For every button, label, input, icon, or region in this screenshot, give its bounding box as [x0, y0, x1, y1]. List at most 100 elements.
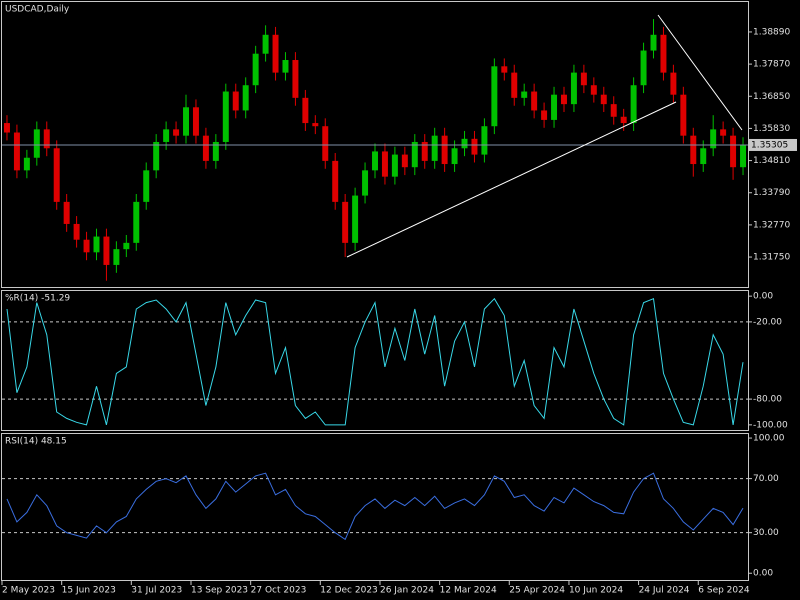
y-tick-label: 0.00 — [753, 292, 773, 302]
candle-body — [362, 170, 369, 196]
candle-body — [302, 97, 309, 124]
candle-body — [322, 126, 329, 161]
candle-body — [600, 94, 607, 105]
candle-body — [501, 66, 508, 73]
candle-body — [521, 91, 528, 98]
candle-body — [183, 107, 189, 136]
candle-body — [372, 151, 378, 171]
candle-body — [73, 223, 80, 240]
candle-body — [113, 249, 120, 265]
current-price-label: 1.35305 — [751, 140, 788, 150]
candle-body — [292, 60, 299, 98]
candle-body — [441, 135, 448, 165]
x-tick-label: 12 Mar 2024 — [440, 586, 497, 596]
indicator-line — [6, 297, 744, 426]
candle-body — [620, 116, 627, 124]
candle-body — [143, 170, 150, 202]
candle-body — [33, 129, 40, 158]
y-tick-label: 30.00 — [753, 528, 779, 538]
candle-body — [590, 85, 597, 95]
candle-body — [352, 195, 359, 243]
candle-body — [153, 141, 160, 171]
y-tick-label: -100.00 — [753, 420, 788, 430]
candle-body — [710, 129, 717, 149]
candle-body — [282, 60, 289, 73]
indicator-line — [6, 472, 744, 541]
x-tick-label: 15 Jun 2023 — [62, 586, 116, 596]
candle-body — [332, 160, 339, 202]
candle-body — [212, 141, 219, 161]
y-tick-label: -80.00 — [753, 395, 782, 405]
wpr-panel-frame — [1, 290, 749, 431]
candle-body — [202, 135, 209, 161]
y-tick-label: 1.38890 — [753, 27, 790, 37]
x-tick-label: 12 Dec 2023 — [320, 586, 378, 596]
y-tick-label: 1.31750 — [753, 253, 790, 263]
y-tick-label: 1.34810 — [753, 156, 790, 166]
y-tick-label: 1.33790 — [753, 188, 790, 198]
y-tick-label: -20.00 — [753, 317, 782, 327]
candle-body — [700, 148, 707, 165]
candle-body — [740, 145, 747, 168]
current-price-box — [749, 138, 797, 151]
candle-body — [411, 141, 418, 168]
y-tick-label: 70.00 — [753, 474, 779, 484]
candle-body — [421, 141, 428, 161]
candle-body — [461, 138, 468, 149]
indicator-title: %R(14) -51.29 — [5, 294, 70, 304]
candle-body — [123, 242, 130, 250]
candle-body — [163, 129, 170, 142]
candle-body — [650, 34, 657, 51]
rsi-panel-frame — [1, 433, 749, 581]
candle-body — [391, 154, 398, 177]
candle-body — [401, 154, 408, 168]
x-tick-label: 31 Jul 2023 — [131, 586, 182, 596]
candle-body — [93, 236, 100, 253]
x-tick-label: 25 Apr 2024 — [509, 586, 565, 596]
candle-body — [262, 34, 269, 54]
candle-body — [23, 157, 30, 171]
candle-body — [3, 123, 10, 133]
candle-body — [690, 135, 697, 165]
candle-body — [242, 85, 249, 111]
x-tick-label: 24 Jul 2024 — [639, 586, 690, 596]
candle-body — [252, 53, 259, 86]
candle-body — [481, 126, 488, 155]
x-tick-label: 10 Jun 2024 — [569, 586, 623, 596]
y-tick-label: 1.32770 — [753, 220, 790, 230]
trend-line — [346, 101, 677, 258]
x-tick-label: 26 Jan 2024 — [380, 586, 434, 596]
candle-body — [53, 148, 60, 202]
y-tick-label: 0.00 — [753, 569, 773, 579]
x-tick-label: 13 Sep 2023 — [191, 586, 248, 596]
y-tick-label: 1.35830 — [753, 124, 790, 134]
candle-body — [660, 34, 667, 73]
candle-body — [103, 236, 110, 265]
candle-body — [570, 72, 577, 105]
candle-body — [551, 94, 558, 120]
y-tick-label: 1.37870 — [753, 60, 790, 70]
candle-body — [580, 72, 587, 86]
candle-body — [232, 91, 239, 111]
candle-body — [541, 110, 548, 120]
candle-body — [43, 129, 50, 149]
indicator-title: RSI(14) 48.15 — [5, 437, 67, 447]
x-tick-label: 2 May 2023 — [2, 586, 55, 596]
price-panel-frame — [1, 1, 749, 288]
candle-body — [680, 94, 687, 136]
x-tick-label: 27 Oct 2023 — [251, 586, 307, 596]
candle-body — [720, 129, 727, 136]
candle-body — [13, 132, 20, 171]
plot-area — [2, 19, 748, 541]
candle-body — [511, 72, 518, 98]
chart-title: USDCAD,Daily — [5, 5, 70, 15]
candle-body — [531, 91, 538, 111]
x-tick-label: 6 Sep 2024 — [698, 586, 750, 596]
candle-body — [730, 135, 737, 168]
candle-body — [83, 239, 90, 253]
candle-body — [381, 151, 388, 177]
candle-body — [431, 135, 438, 161]
candle-body — [173, 129, 180, 136]
